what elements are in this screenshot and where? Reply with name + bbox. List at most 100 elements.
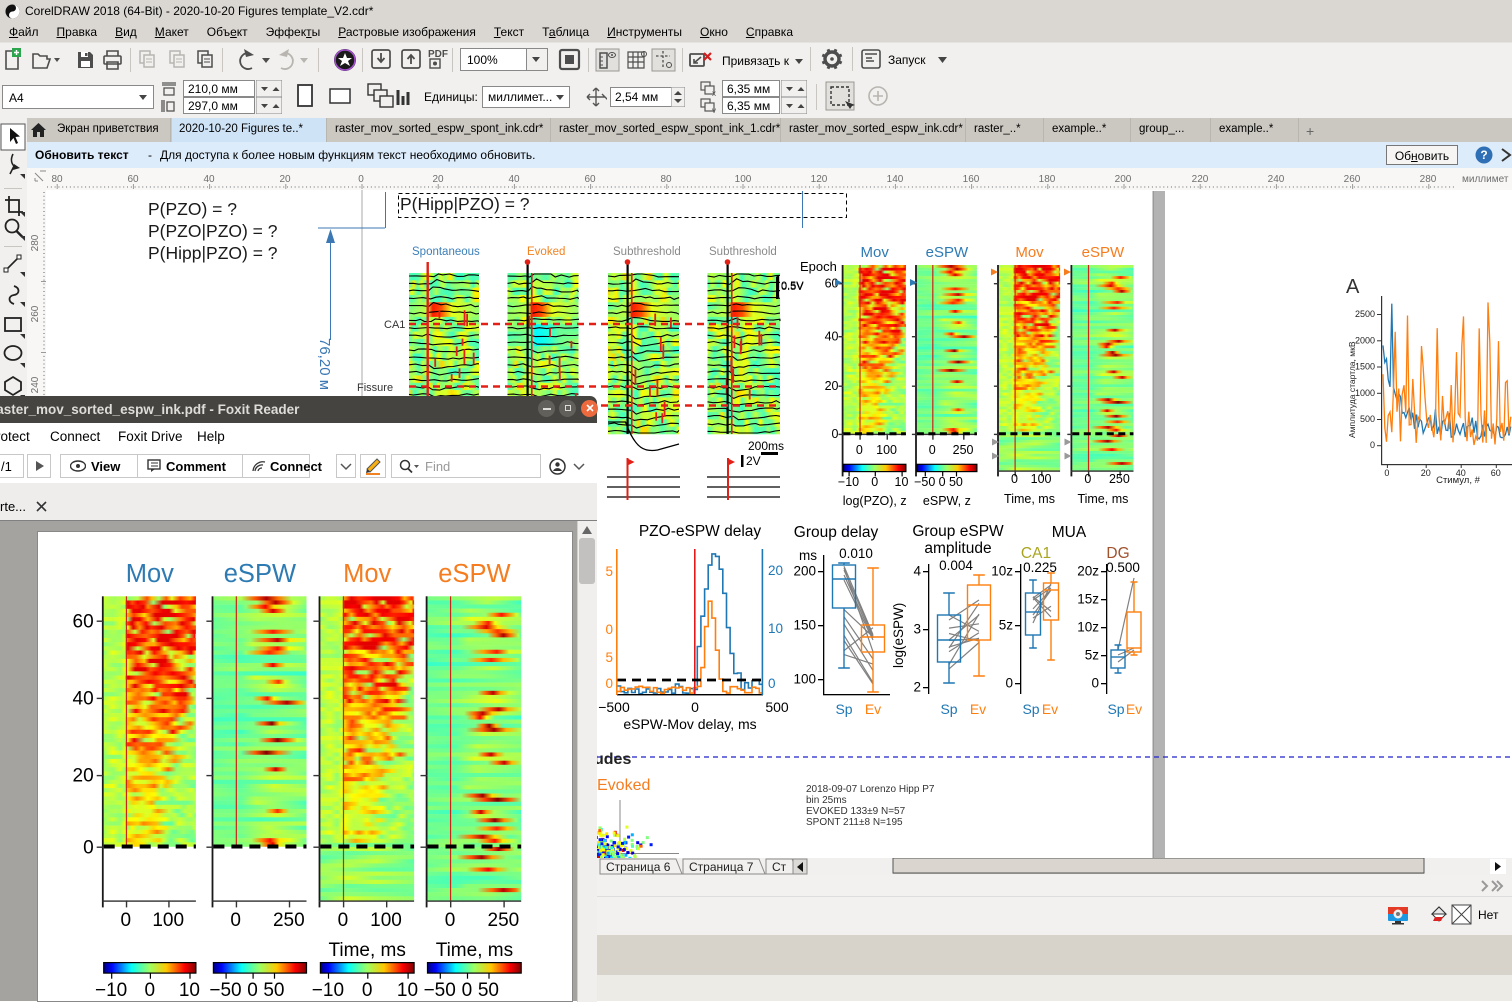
svg-text:5z: 5z xyxy=(999,618,1014,633)
svg-text:Запуск: Запуск xyxy=(888,53,926,67)
svg-text:0: 0 xyxy=(856,443,863,457)
svg-text:ms: ms xyxy=(799,548,817,563)
svg-text:0: 0 xyxy=(230,910,241,931)
svg-text:bin 25ms: bin 25ms xyxy=(806,795,847,806)
svg-text:Ст: Ст xyxy=(772,860,787,874)
svg-text:250: 250 xyxy=(1109,472,1130,486)
svg-text:Subthreshold: Subthreshold xyxy=(709,246,777,258)
svg-text:200: 200 xyxy=(793,564,816,579)
svg-text:eSPW: eSPW xyxy=(224,560,296,588)
svg-text:0: 0 xyxy=(768,676,776,691)
svg-text:0: 0 xyxy=(358,174,364,185)
svg-text:40: 40 xyxy=(73,689,94,710)
svg-text:40: 40 xyxy=(508,174,520,185)
svg-text:200ms: 200ms xyxy=(748,439,784,453)
svg-text:eSPW-Mov delay, ms: eSPW-Mov delay, ms xyxy=(623,716,756,732)
svg-text:Sp: Sp xyxy=(940,701,957,717)
svg-text:Group eSPW: Group eSPW xyxy=(912,523,1004,540)
svg-text:0: 0 xyxy=(247,980,258,1001)
svg-text:40: 40 xyxy=(825,330,839,344)
svg-text:EVOKED 133±9 N=57: EVOKED 133±9 N=57 xyxy=(806,806,906,817)
svg-text:40: 40 xyxy=(203,174,215,185)
svg-text:100: 100 xyxy=(1031,472,1052,486)
svg-text:Spontaneous: Spontaneous xyxy=(412,246,480,258)
svg-text:Амплитуда стартла, мкВ: Амплитуда стартла, мкВ xyxy=(1347,341,1357,438)
svg-text:240: 240 xyxy=(30,376,41,393)
svg-text:0: 0 xyxy=(1091,676,1099,691)
svg-text:eSPW: eSPW xyxy=(1082,244,1125,261)
svg-text:0: 0 xyxy=(871,475,878,489)
svg-text:160: 160 xyxy=(963,174,980,185)
svg-text:P(PZO|PZO) = ?: P(PZO|PZO) = ? xyxy=(148,221,278,241)
svg-text:Time, ms: Time, ms xyxy=(1004,492,1055,506)
svg-text:CA1: CA1 xyxy=(1021,545,1051,562)
svg-text:250: 250 xyxy=(273,910,305,931)
svg-text:10: 10 xyxy=(895,475,909,489)
svg-text:0.5V: 0.5V xyxy=(781,281,804,293)
svg-text:Mov: Mov xyxy=(1015,244,1044,261)
svg-text:100: 100 xyxy=(735,174,752,185)
svg-text:20: 20 xyxy=(73,766,94,787)
svg-text:0: 0 xyxy=(929,443,936,457)
svg-text:y: y xyxy=(712,106,716,113)
svg-text:1000: 1000 xyxy=(1355,388,1375,398)
svg-text:log(eSPW): log(eSPW) xyxy=(891,603,906,668)
svg-text:0.004: 0.004 xyxy=(939,558,973,573)
svg-text:Стимул, #: Стимул, # xyxy=(1436,475,1481,486)
svg-text:MUA: MUA xyxy=(1052,524,1087,541)
svg-text:50: 50 xyxy=(263,980,284,1001)
svg-text:0: 0 xyxy=(832,427,839,441)
svg-text:Нет: Нет xyxy=(1478,908,1499,922)
svg-text:Mov: Mov xyxy=(126,560,174,588)
svg-text:0.5V: 0.5V xyxy=(781,280,804,292)
svg-text:?: ? xyxy=(1480,148,1487,162)
svg-text:0: 0 xyxy=(691,699,699,715)
svg-text:5: 5 xyxy=(605,564,613,579)
svg-text:10: 10 xyxy=(768,621,783,636)
svg-text:CA1: CA1 xyxy=(384,319,405,331)
svg-text:50: 50 xyxy=(478,980,499,1001)
svg-text:0: 0 xyxy=(1370,440,1375,450)
svg-text:5z: 5z xyxy=(1085,648,1100,663)
svg-text:Ev: Ev xyxy=(1042,701,1058,717)
svg-text:Subthreshold: Subthreshold xyxy=(613,246,681,258)
svg-text:10z: 10z xyxy=(991,564,1013,579)
svg-text:20: 20 xyxy=(279,174,291,185)
svg-text:60: 60 xyxy=(73,611,94,632)
svg-text:10: 10 xyxy=(397,980,418,1001)
svg-text:220: 220 xyxy=(1192,174,1209,185)
svg-text:4: 4 xyxy=(913,564,921,579)
svg-text:280: 280 xyxy=(30,234,41,251)
svg-text:Time, ms: Time, ms xyxy=(328,940,405,961)
svg-text:Sp: Sp xyxy=(835,701,852,717)
svg-text:10z: 10z xyxy=(1077,620,1099,635)
svg-text:Ev: Ev xyxy=(970,701,986,717)
svg-text:15z: 15z xyxy=(1077,592,1099,607)
svg-text:500: 500 xyxy=(765,699,789,715)
svg-text:log(PZO), z: log(PZO), z xyxy=(843,494,907,508)
svg-text:60: 60 xyxy=(127,174,139,185)
svg-text:Evoked: Evoked xyxy=(597,777,650,794)
svg-text:250: 250 xyxy=(488,910,520,931)
svg-text:240: 240 xyxy=(1268,174,1285,185)
svg-text:eSPW: eSPW xyxy=(438,560,510,588)
svg-text:−10: −10 xyxy=(838,475,859,489)
svg-text:0.010: 0.010 xyxy=(839,546,873,561)
svg-text:20: 20 xyxy=(432,174,444,185)
svg-text:Evoked: Evoked xyxy=(527,246,565,258)
svg-text:−10: −10 xyxy=(312,980,344,1001)
svg-text:20: 20 xyxy=(768,563,783,578)
svg-text:A: A xyxy=(1346,276,1360,298)
svg-text:0: 0 xyxy=(1005,676,1013,691)
svg-text:40: 40 xyxy=(1456,468,1466,478)
svg-text:Sp: Sp xyxy=(1022,701,1039,717)
svg-text:Ev: Ev xyxy=(1126,701,1142,717)
svg-text:0: 0 xyxy=(1084,472,1091,486)
svg-text:0: 0 xyxy=(462,980,473,1001)
svg-text:50: 50 xyxy=(949,475,963,489)
svg-text:DG: DG xyxy=(1106,545,1129,562)
svg-text:60: 60 xyxy=(584,174,596,185)
svg-text:amplitude: amplitude xyxy=(924,540,991,557)
svg-text:SPONT 211±8 N=195: SPONT 211±8 N=195 xyxy=(806,817,903,828)
svg-text:120: 120 xyxy=(811,174,828,185)
